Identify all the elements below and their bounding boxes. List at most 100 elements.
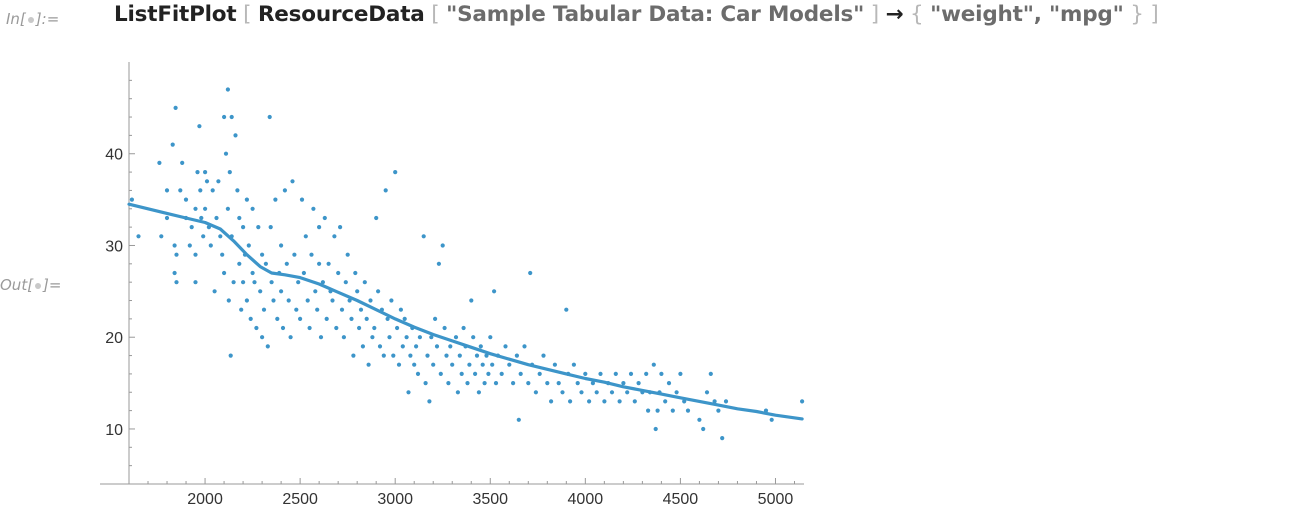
data-point <box>252 280 257 285</box>
data-point <box>364 316 369 321</box>
y-tick-label: 40 <box>105 147 123 164</box>
data-point <box>315 307 320 312</box>
data-point <box>260 252 265 257</box>
data-point <box>263 261 268 266</box>
in-prefix: In[ <box>6 10 26 28</box>
data-point <box>318 335 324 340</box>
data-point <box>261 307 267 312</box>
data-point <box>469 298 474 303</box>
data-point <box>446 381 451 386</box>
data-point <box>216 179 221 184</box>
data-point <box>228 353 233 358</box>
x-tick-label: 3000 <box>377 491 413 508</box>
data-point <box>455 390 460 395</box>
data-point <box>345 252 350 257</box>
code-open1: [ <box>236 2 258 27</box>
code-close3: } <box>1123 2 1151 27</box>
data-point <box>602 399 607 404</box>
data-point <box>290 179 295 184</box>
data-point <box>389 298 394 303</box>
data-point <box>309 252 314 257</box>
data-point <box>609 390 615 395</box>
data-point <box>398 307 403 312</box>
data-point <box>423 381 428 386</box>
data-point <box>471 335 476 340</box>
data-point <box>172 243 177 248</box>
data-point <box>326 261 331 266</box>
data-point <box>632 399 637 404</box>
code-string-dataset: "Sample Tabular Data: Car Models" <box>446 2 865 27</box>
data-point <box>480 362 485 367</box>
data-point <box>467 362 472 367</box>
data-point <box>203 170 208 175</box>
data-point <box>482 381 487 386</box>
data-point <box>533 390 539 395</box>
data-point <box>429 335 434 340</box>
data-point <box>273 197 278 202</box>
data-point <box>183 197 189 202</box>
data-point <box>659 371 664 376</box>
data-point <box>360 344 365 349</box>
data-point <box>347 298 352 303</box>
fit-curve-group <box>127 202 804 421</box>
cell-number-dot-icon <box>27 16 34 23</box>
data-point <box>271 298 276 303</box>
data-point <box>317 261 322 266</box>
data-point <box>368 298 373 303</box>
data-point <box>514 353 520 358</box>
data-point <box>280 325 286 331</box>
data-point <box>203 206 208 211</box>
in-suffix: ]:= <box>35 10 60 28</box>
data-point <box>636 381 641 386</box>
data-point <box>322 215 327 221</box>
data-point <box>225 87 230 92</box>
data-point <box>157 160 162 165</box>
data-point <box>678 371 683 376</box>
data-point <box>459 371 464 376</box>
code-open3: { <box>903 2 931 27</box>
data-point <box>189 225 194 230</box>
data-point <box>299 197 305 202</box>
data-point <box>670 408 675 413</box>
data-point <box>341 335 346 340</box>
data-point <box>381 353 386 358</box>
data-point <box>465 381 470 386</box>
data-point <box>560 390 565 395</box>
data-point <box>666 381 672 386</box>
data-point <box>376 289 381 294</box>
data-point <box>448 344 453 349</box>
data-point <box>173 105 178 110</box>
data-point <box>391 353 396 358</box>
data-point <box>598 371 603 376</box>
data-point <box>237 215 242 221</box>
data-point <box>136 234 141 239</box>
data-point <box>486 371 491 376</box>
x-tick-label: 5000 <box>758 491 794 508</box>
x-tick-label: 2500 <box>282 491 318 508</box>
data-point <box>716 408 721 413</box>
data-point <box>528 270 533 276</box>
data-point <box>222 114 227 120</box>
data-point <box>336 270 341 276</box>
data-point <box>415 371 421 376</box>
data-point <box>516 417 521 422</box>
data-point <box>241 280 246 285</box>
input-cell-code[interactable]: ListFitPlot [ ResourceData [ "Sample Tab… <box>114 2 1159 27</box>
data-point <box>298 316 303 321</box>
data-point <box>172 270 177 276</box>
data-point <box>248 316 253 321</box>
x-tick-label: 4000 <box>568 491 604 508</box>
data-point <box>332 234 337 239</box>
data-point <box>518 371 523 376</box>
data-point <box>617 399 622 404</box>
data-point <box>218 234 223 239</box>
data-point <box>320 280 325 285</box>
data-point <box>503 344 508 349</box>
data-point <box>212 289 217 294</box>
data-point <box>655 408 660 413</box>
data-point <box>461 325 466 331</box>
data-point <box>296 280 301 285</box>
data-point <box>269 280 274 285</box>
data-point <box>204 179 210 184</box>
